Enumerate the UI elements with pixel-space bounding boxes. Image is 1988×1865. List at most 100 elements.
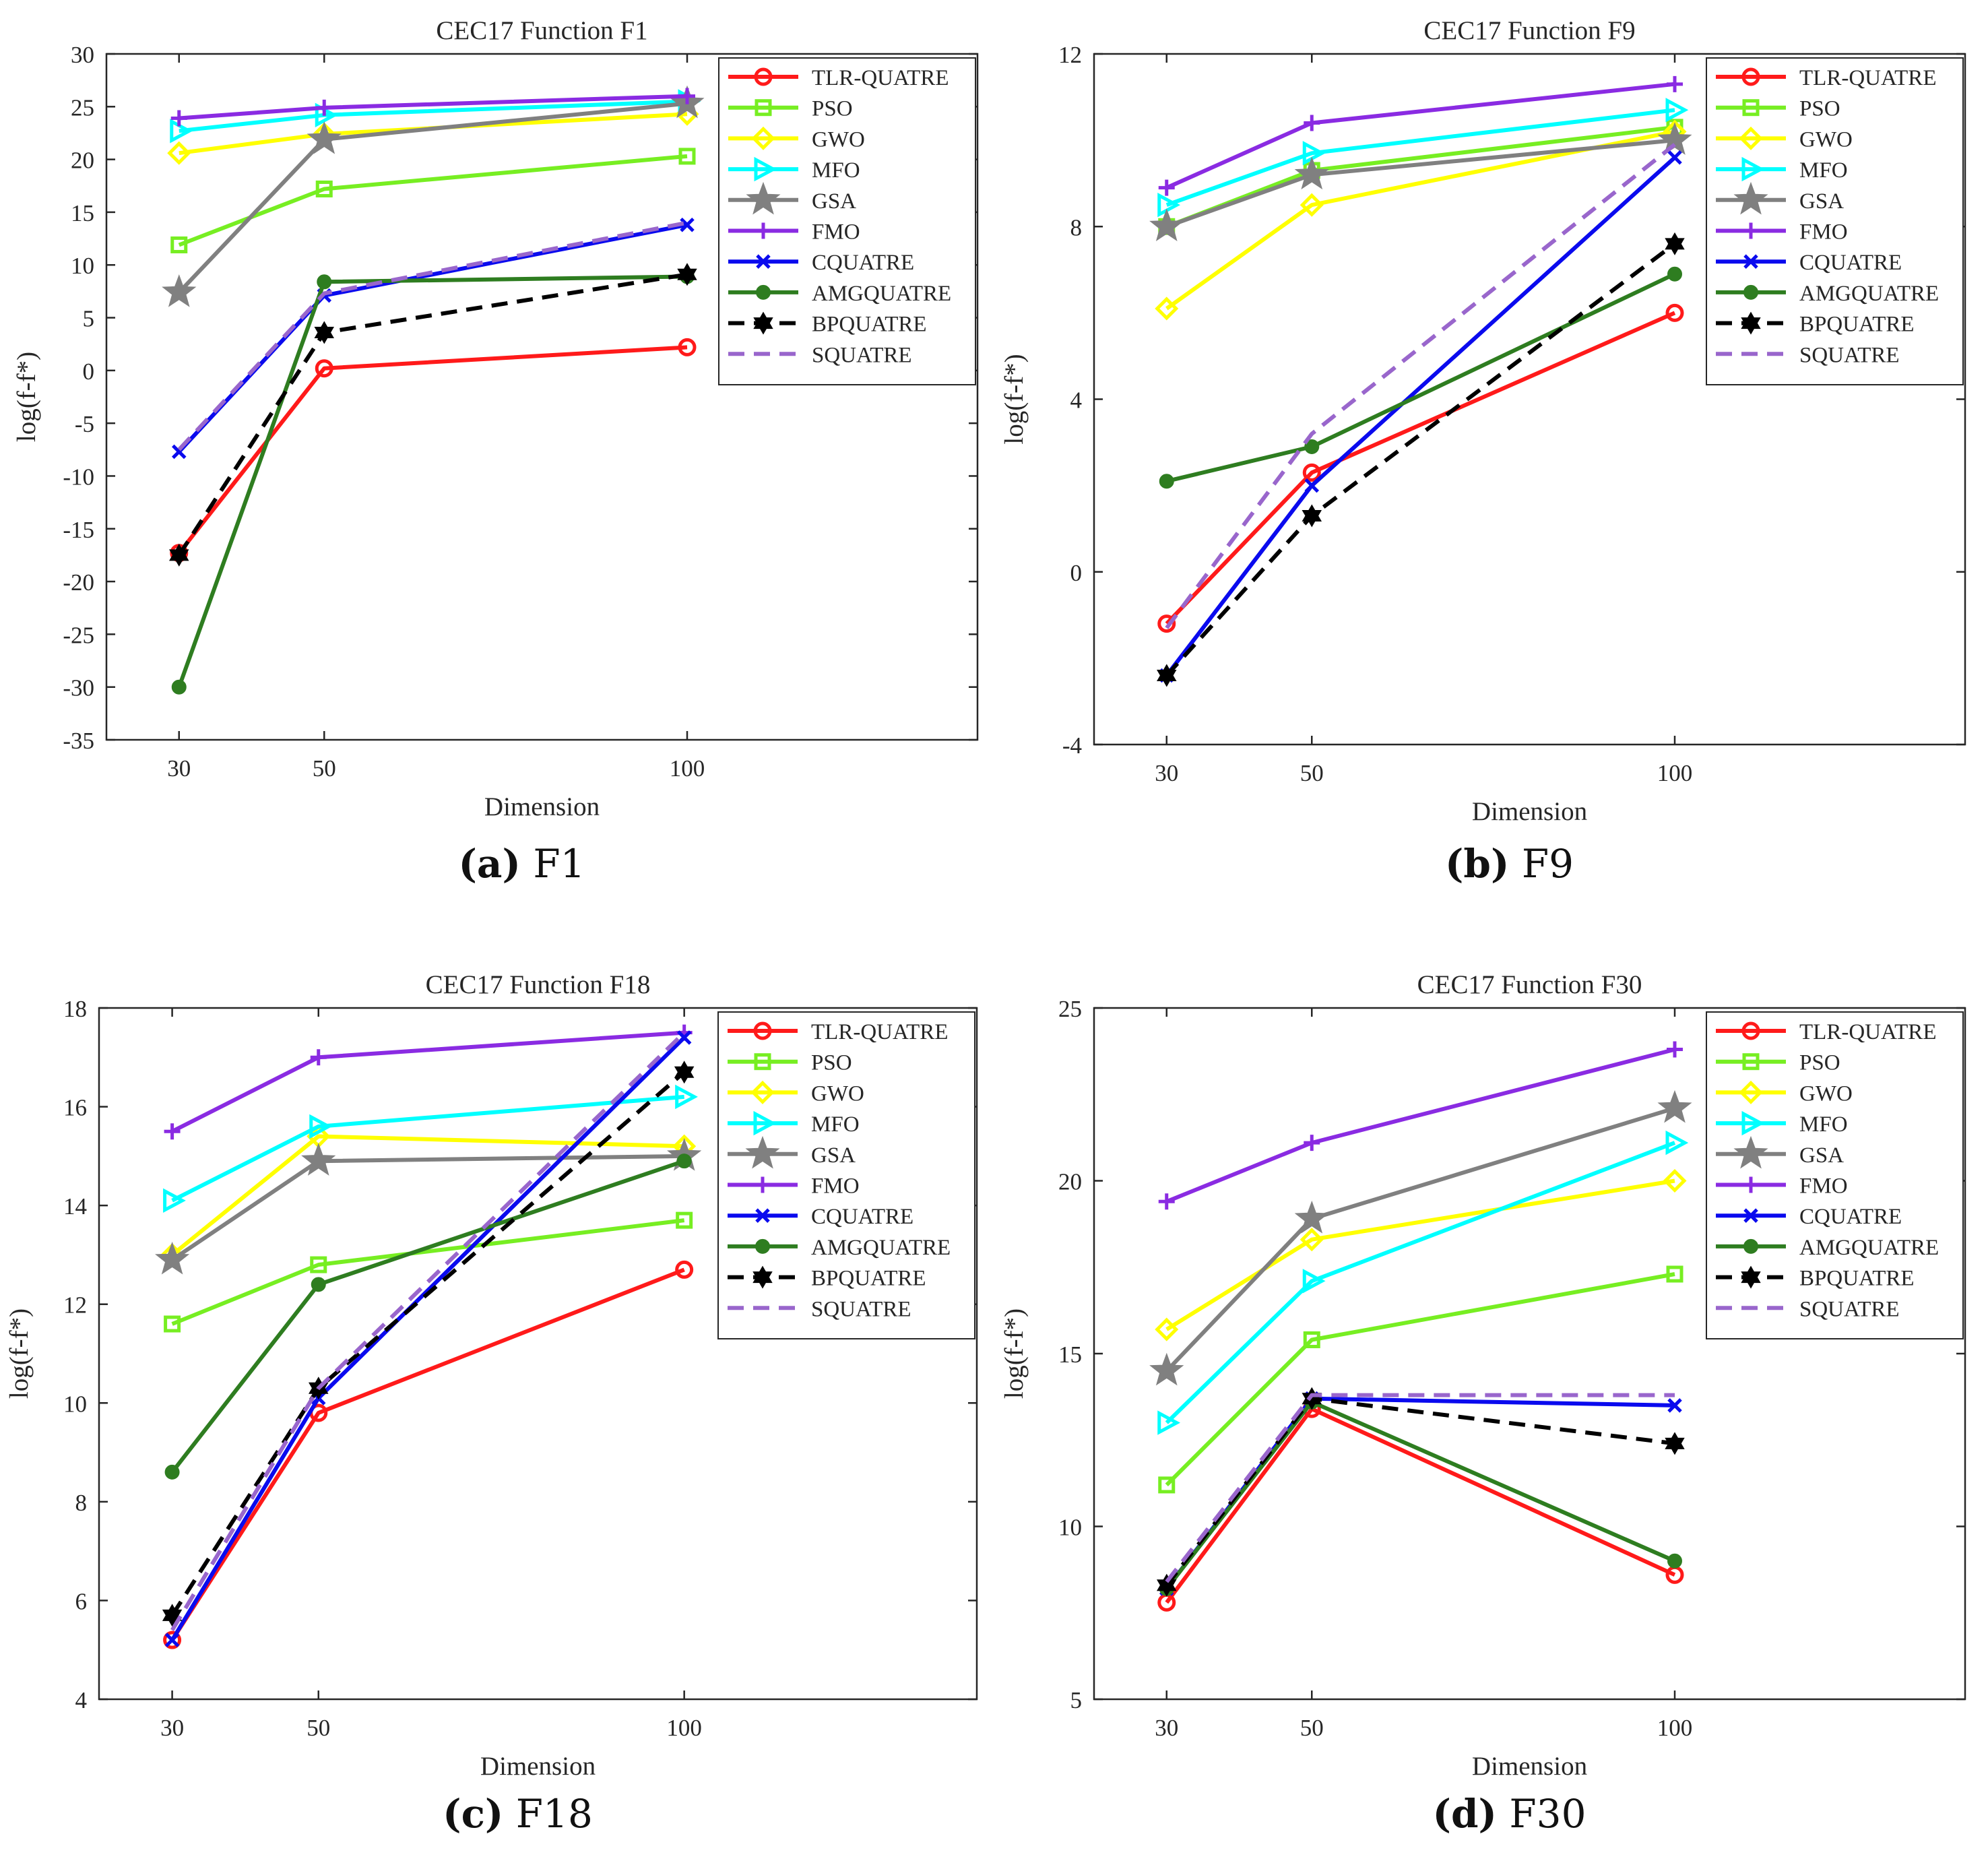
legend-marker: [1739, 126, 1763, 150]
data-point: [1302, 1269, 1326, 1294]
x-tick-label: 50: [313, 755, 336, 782]
data-point: [676, 1153, 692, 1169]
legend-label: GWO: [1799, 127, 1853, 152]
series-amgquatre: [1159, 266, 1682, 489]
data-point: [1667, 266, 1682, 282]
legend-marker: [1743, 284, 1758, 300]
data-point: [170, 110, 187, 127]
legend-label: FMO: [1799, 220, 1848, 245]
legend-label: CQUATRE: [1799, 1205, 1902, 1229]
legend-label: CQUATRE: [812, 251, 914, 275]
legend-label: AMGQUATRE: [1799, 1236, 1939, 1260]
legend-entry-gsa: GSA: [1716, 1135, 1844, 1169]
series-squatre: [1165, 1393, 1675, 1583]
data-point: [171, 679, 187, 695]
y-tick-label: -30: [63, 675, 94, 701]
legend-entry-squatre: SQUATRE: [728, 343, 912, 367]
series-pso: [170, 148, 696, 253]
x-axis-label: Dimension: [484, 792, 600, 821]
legend-marker: [753, 1021, 772, 1040]
legend-marker: [755, 1176, 771, 1193]
data-point: [1158, 1476, 1176, 1494]
y-tick-label: 8: [75, 1490, 88, 1516]
legend-marker: [1742, 1053, 1760, 1071]
data-point: [316, 99, 333, 116]
legend: TLR-QUATRE PSO GWO MFO GSA FMO CQUATRE AMGQUATR…: [1706, 1011, 1964, 1339]
data-point: [1665, 1432, 1685, 1455]
caption-letter: (a): [458, 841, 520, 887]
y-tick-label: 25: [71, 94, 94, 121]
data-point: [162, 274, 197, 307]
x-tick-label: 30: [1155, 1715, 1178, 1741]
legend-label: SQUATRE: [811, 1297, 911, 1321]
data-point: [164, 1633, 180, 1647]
y-tick-label: 15: [71, 200, 94, 226]
legend-entry-fmo: FMO: [1716, 1174, 1848, 1199]
legend-entry-bpquatre: BPQUATRE: [1716, 311, 1915, 337]
data-point: [675, 1260, 694, 1279]
data-point: [1157, 614, 1176, 633]
series-bpquatre: [1157, 232, 1685, 687]
legend-entry-tlr-quatre: TLR-QUATRE: [1716, 66, 1936, 90]
data-point: [1304, 115, 1320, 131]
legend-marker: [1742, 99, 1760, 117]
data-point: [315, 180, 333, 197]
data-point: [301, 1143, 336, 1176]
legend-label: GSA: [1799, 189, 1844, 214]
data-point: [678, 148, 696, 165]
legend-entry-squatre: SQUATRE: [1716, 343, 1900, 367]
legend-label: TLR-QUATRE: [812, 66, 949, 90]
legend-entry-mfo: MFO: [1716, 156, 1848, 183]
legend-label: AMGQUATRE: [1799, 282, 1939, 306]
data-point: [678, 338, 697, 356]
data-point: [167, 141, 191, 165]
series-fmo: [1158, 75, 1683, 196]
data-point: [314, 321, 334, 344]
data-point: [162, 1604, 183, 1627]
series-tlr-quatre: [163, 1260, 694, 1649]
y-tick-label: 14: [63, 1193, 87, 1220]
data-point: [1155, 1317, 1179, 1341]
legend-marker: [746, 181, 781, 215]
legend-entry-squatre: SQUATRE: [728, 1297, 911, 1321]
legend-entry-pso: PSO: [728, 1051, 852, 1075]
x-tick-label: 50: [1300, 760, 1324, 786]
legend-marker: [1733, 181, 1768, 215]
legend-label: GSA: [1799, 1143, 1844, 1168]
data-point: [317, 274, 332, 290]
legend-entry-cquatre: CQUATRE: [1716, 251, 1902, 275]
data-point: [680, 217, 695, 232]
data-point: [1665, 232, 1685, 255]
data-point: [1294, 156, 1329, 190]
x-tick-label: 100: [666, 1715, 702, 1741]
legend-marker: [1743, 222, 1759, 239]
data-point: [163, 1188, 186, 1213]
chart-title: CEC17 Function F30: [1417, 970, 1642, 999]
legend-marker: [753, 311, 773, 335]
y-tick-label: -4: [1062, 732, 1082, 759]
series-line: [1165, 1141, 1676, 1424]
data-point: [1294, 1201, 1329, 1234]
legend-label: PSO: [1799, 1051, 1840, 1075]
legend-marker: [756, 284, 771, 300]
legend-label: PSO: [812, 97, 853, 121]
legend-entry-fmo: FMO: [1716, 220, 1848, 245]
legend-label: FMO: [1799, 1174, 1848, 1199]
legend-entry-amgquatre: AMGQUATRE: [728, 1236, 951, 1260]
data-point: [1149, 1352, 1184, 1386]
panel-a: CEC17 Function F1 -35 -30 -25 -20 -15 -10 -5 0 5 1…: [12, 16, 979, 887]
data-point: [1157, 1410, 1181, 1435]
y-tick-label: 20: [1058, 1169, 1082, 1195]
series-line: [1165, 129, 1675, 311]
legend-label: GWO: [812, 127, 865, 152]
data-point: [677, 263, 697, 286]
legend-marker: [753, 1110, 777, 1136]
y-tick-label: 10: [1058, 1515, 1082, 1541]
y-tick-label: 5: [83, 306, 95, 332]
series-tlr-quatre: [1157, 303, 1684, 633]
series-squatre: [1165, 143, 1676, 629]
legend-label: MFO: [1799, 158, 1848, 183]
series-mfo: [163, 1084, 698, 1213]
data-point: [1667, 75, 1683, 92]
x-tick-label: 100: [1657, 1715, 1693, 1741]
